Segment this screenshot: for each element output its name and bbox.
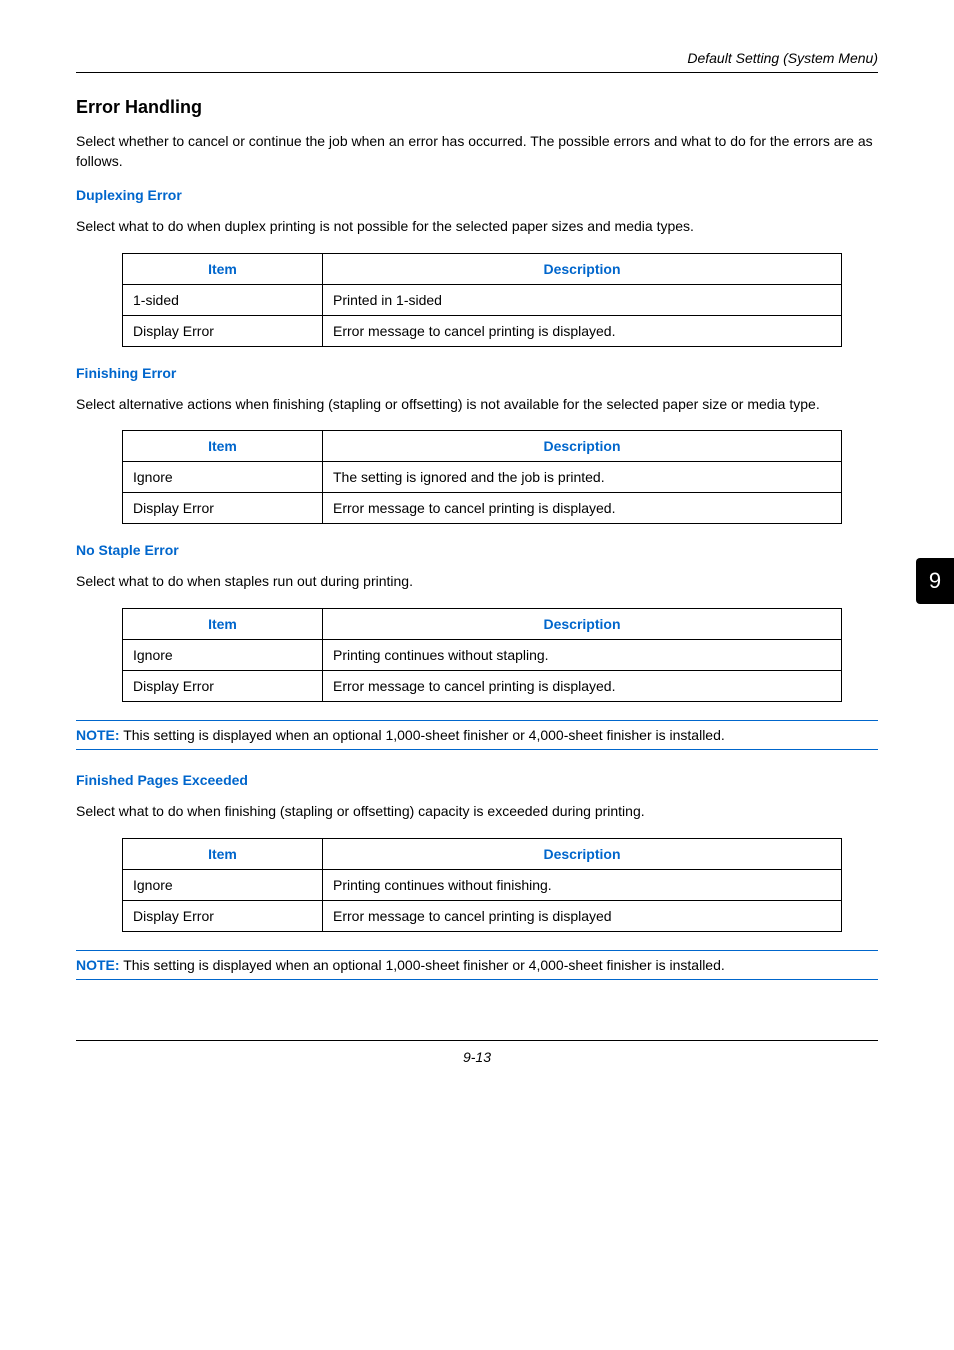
nostaple-heading: No Staple Error <box>76 542 878 558</box>
note-body: This setting is displayed when an option… <box>120 727 725 743</box>
finishing-table: Item Description Ignore The setting is i… <box>122 430 842 524</box>
table-header-item: Item <box>123 838 323 869</box>
footer-rule <box>76 1040 878 1041</box>
finishedpages-note: NOTE: This setting is displayed when an … <box>76 950 878 980</box>
cell-item: Display Error <box>123 900 323 931</box>
cell-item: Ignore <box>123 462 323 493</box>
note-body: This setting is displayed when an option… <box>120 957 725 973</box>
cell-item: 1-sided <box>123 284 323 315</box>
cell-desc: Error message to cancel printing is disp… <box>323 900 842 931</box>
table-header-item: Item <box>123 431 323 462</box>
finishedpages-heading: Finished Pages Exceeded <box>76 772 878 788</box>
nostaple-note: NOTE: This setting is displayed when an … <box>76 720 878 750</box>
cell-item: Ignore <box>123 869 323 900</box>
cell-desc: Printed in 1-sided <box>323 284 842 315</box>
duplexing-table: Item Description 1-sided Printed in 1-si… <box>122 253 842 347</box>
note-label: NOTE: <box>76 957 120 973</box>
cell-desc: Error message to cancel printing is disp… <box>323 493 842 524</box>
nostaple-desc: Select what to do when staples run out d… <box>76 572 878 592</box>
table-row: Display Error Error message to cancel pr… <box>123 493 842 524</box>
section-title: Error Handling <box>76 97 878 118</box>
cell-item: Display Error <box>123 315 323 346</box>
note-text: NOTE: This setting is displayed when an … <box>76 951 878 979</box>
table-row: Ignore Printing continues without stapli… <box>123 639 842 670</box>
duplexing-heading: Duplexing Error <box>76 187 878 203</box>
cell-desc: Printing continues without stapling. <box>323 639 842 670</box>
note-rule-bottom <box>76 749 878 750</box>
cell-item: Ignore <box>123 639 323 670</box>
table-row: Display Error Error message to cancel pr… <box>123 670 842 701</box>
table-header-item: Item <box>123 253 323 284</box>
cell-item: Display Error <box>123 493 323 524</box>
finishedpages-desc: Select what to do when finishing (stapli… <box>76 802 878 822</box>
footer: 9-13 <box>76 1040 878 1065</box>
note-text: NOTE: This setting is displayed when an … <box>76 721 878 749</box>
table-header-desc: Description <box>323 431 842 462</box>
cell-desc: Printing continues without finishing. <box>323 869 842 900</box>
cell-desc: Error message to cancel printing is disp… <box>323 670 842 701</box>
duplexing-desc: Select what to do when duplex printing i… <box>76 217 878 237</box>
table-row: Ignore The setting is ignored and the jo… <box>123 462 842 493</box>
finishing-heading: Finishing Error <box>76 365 878 381</box>
chapter-tab: 9 <box>916 558 954 604</box>
table-header-item: Item <box>123 608 323 639</box>
cell-item: Display Error <box>123 670 323 701</box>
table-header-desc: Description <box>323 838 842 869</box>
table-row: Display Error Error message to cancel pr… <box>123 900 842 931</box>
finishing-desc: Select alternative actions when finishin… <box>76 395 878 415</box>
cell-desc: The setting is ignored and the job is pr… <box>323 462 842 493</box>
finishedpages-table: Item Description Ignore Printing continu… <box>122 838 842 932</box>
page-number: 9-13 <box>76 1049 878 1065</box>
table-row: Display Error Error message to cancel pr… <box>123 315 842 346</box>
table-header-desc: Description <box>323 253 842 284</box>
table-header-desc: Description <box>323 608 842 639</box>
table-row: Ignore Printing continues without finish… <box>123 869 842 900</box>
intro-text: Select whether to cancel or continue the… <box>76 132 878 171</box>
note-label: NOTE: <box>76 727 120 743</box>
nostaple-table: Item Description Ignore Printing continu… <box>122 608 842 702</box>
running-header: Default Setting (System Menu) <box>76 50 878 66</box>
cell-desc: Error message to cancel printing is disp… <box>323 315 842 346</box>
table-row: 1-sided Printed in 1-sided <box>123 284 842 315</box>
header-rule <box>76 72 878 73</box>
note-rule-bottom <box>76 979 878 980</box>
